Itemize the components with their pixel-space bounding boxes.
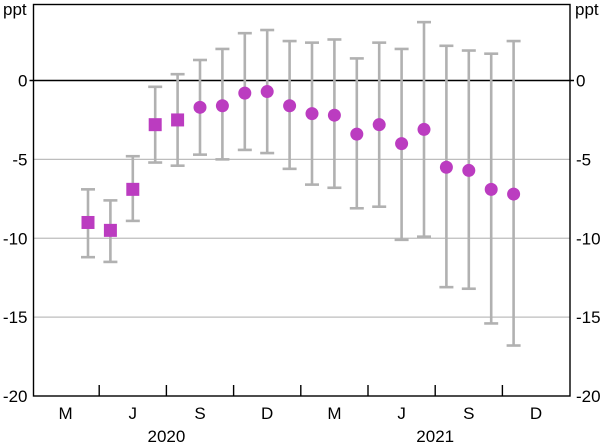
data-point-marker-circle xyxy=(238,86,252,100)
plot-frame xyxy=(32,3,571,397)
x-axis-quarter-label: M xyxy=(59,404,73,423)
x-axis-quarter-label: J xyxy=(129,404,138,423)
y-axis-unit-label-left: ppt xyxy=(3,0,27,19)
y-axis-tick-label-left: -5 xyxy=(12,150,27,169)
y-axis-tick-label-left: -15 xyxy=(3,308,28,327)
y-axis-tick-label-left: -20 xyxy=(3,387,28,406)
y-axis-tick-label-right: -10 xyxy=(576,229,601,248)
data-point-marker-circle xyxy=(395,137,409,151)
data-point-marker-square xyxy=(126,182,140,196)
data-point-marker-circle xyxy=(193,100,207,114)
y-axis-unit-label-right: ppt xyxy=(575,0,599,19)
y-axis-tick-label-right: -20 xyxy=(576,387,601,406)
x-axis-year-label: 2021 xyxy=(416,427,454,446)
x-axis-quarter-label: D xyxy=(530,404,542,423)
data-point-marker-circle xyxy=(350,127,364,141)
data-point-marker-square xyxy=(148,118,162,132)
x-axis-quarter-label: J xyxy=(397,404,406,423)
data-point-marker-square xyxy=(103,223,117,237)
data-point-marker-circle xyxy=(484,182,498,196)
data-point-marker-circle xyxy=(215,99,229,113)
x-axis-quarter-label: S xyxy=(194,404,205,423)
data-point-marker-circle xyxy=(372,118,386,132)
data-point-marker-circle xyxy=(327,108,341,122)
x-axis-year-label: 2020 xyxy=(147,427,185,446)
y-axis-tick-label-right: -5 xyxy=(576,150,591,169)
data-point-marker-circle xyxy=(439,160,453,174)
data-point-marker-square xyxy=(81,215,95,229)
y-axis-tick-label-left: 0 xyxy=(18,72,27,91)
data-point-marker-square xyxy=(171,113,185,127)
data-point-marker-circle xyxy=(305,107,319,121)
x-axis-quarter-label: M xyxy=(327,404,341,423)
y-axis-tick-label-left: -10 xyxy=(3,229,28,248)
y-axis-tick-label-right: -15 xyxy=(576,308,601,327)
data-point-marker-circle xyxy=(283,99,297,113)
data-point-marker-circle xyxy=(417,122,431,136)
data-point-marker-circle xyxy=(507,187,521,201)
x-axis-quarter-label: D xyxy=(261,404,273,423)
y-axis-tick-label-right: 0 xyxy=(576,72,585,91)
x-axis-quarter-label: S xyxy=(463,404,474,423)
data-point-marker-circle xyxy=(260,85,274,99)
data-point-marker-circle xyxy=(462,163,476,177)
